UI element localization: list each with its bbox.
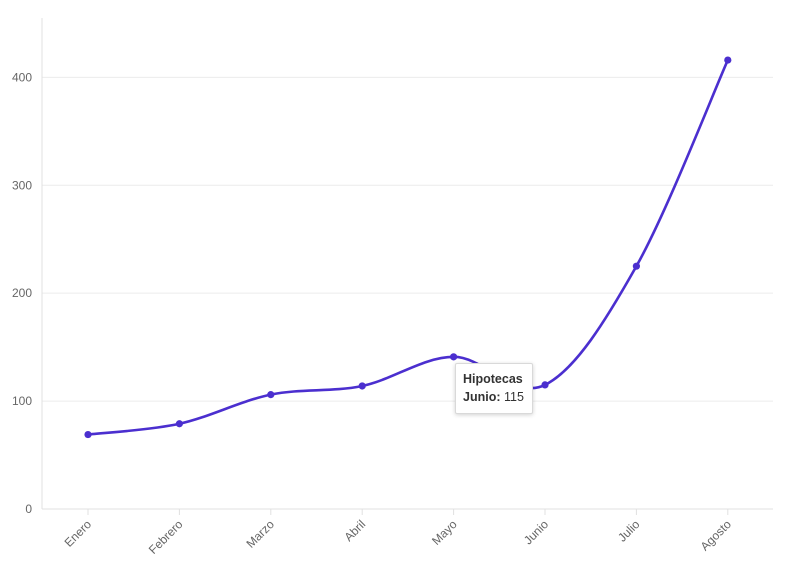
y-axis-ticks: 0 100 200 300 400 (12, 70, 32, 516)
tooltip-category: Junio (463, 390, 497, 404)
x-tick-label: Junio (521, 517, 551, 547)
y-tick-label: 100 (12, 394, 32, 408)
data-point[interactable] (175, 420, 183, 428)
tooltip-series-name: Hipotecas (463, 372, 523, 386)
x-tick-label: Agosto (698, 517, 735, 554)
series-hipotecas (84, 56, 732, 439)
data-point[interactable] (84, 430, 92, 439)
data-point[interactable] (724, 56, 732, 64)
grid-lines (42, 76, 773, 402)
axes (41, 18, 773, 510)
y-tick-label: 300 (12, 178, 32, 192)
x-tick-label: Febrero (146, 517, 186, 557)
data-point[interactable] (450, 353, 458, 361)
x-tick-label: Abril (341, 517, 368, 544)
tooltip: Hipotecas Junio: 115 (455, 363, 533, 414)
x-axis-ticks: Enero Febrero Marzo Abril Mayo Junio Julio Agos… (62, 509, 735, 557)
x-tick-label: Enero (62, 517, 95, 550)
x-tick-label: Julio (615, 517, 643, 545)
data-point[interactable] (541, 381, 549, 389)
tooltip-separator: : (496, 390, 501, 404)
series-line (86, 58, 730, 436)
data-point[interactable] (267, 391, 275, 399)
data-point[interactable] (632, 262, 641, 270)
tooltip-value: 115 (504, 390, 524, 404)
x-tick-label: Marzo (243, 517, 277, 551)
y-tick-label: 400 (12, 70, 32, 84)
tooltip-row: Junio: 115 (463, 388, 524, 406)
y-tick-label: 0 (25, 502, 32, 516)
y-tick-label: 200 (12, 286, 32, 300)
x-tick-label: Mayo (429, 517, 460, 548)
data-point[interactable] (358, 382, 366, 390)
